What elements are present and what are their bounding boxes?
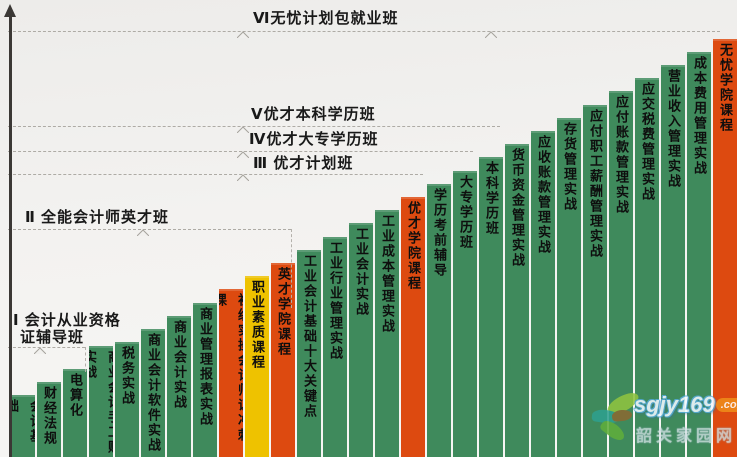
zigzag-break-icon bbox=[236, 120, 250, 134]
watermark-site-text: sgjy169.com bbox=[634, 392, 737, 418]
course-bar: 货币资金管理实战 bbox=[505, 144, 529, 457]
course-bar: 成本费用管理实战 bbox=[687, 52, 711, 457]
course-bar-label: 工业行业管理实战 bbox=[328, 241, 343, 361]
level-line bbox=[8, 151, 473, 152]
course-bar: 财经法规 bbox=[37, 382, 61, 457]
level-line-drop bbox=[291, 229, 292, 308]
course-bar-label: 学历考前辅导 bbox=[432, 188, 447, 278]
course-bar: 学历考前辅导 bbox=[427, 184, 451, 457]
bars: 会计基础财经法规电算化商业会计手工账实战税务实战商业会计软件实战商业会计实战商业… bbox=[11, 0, 737, 457]
course-bar-label: 存货管理实战 bbox=[562, 122, 577, 212]
course-bar-label: 商业会计手工账实战 bbox=[89, 350, 113, 455]
course-bar-label: 工业成本管理实战 bbox=[380, 214, 395, 334]
watermark-domain: sgjy169 bbox=[634, 392, 715, 417]
course-bar: 会计基础 bbox=[11, 395, 35, 457]
course-bar: 工业行业管理实战 bbox=[323, 237, 347, 457]
course-bar-label: 商业会计软件实战 bbox=[146, 333, 161, 453]
course-bar: 存货管理实战 bbox=[557, 118, 581, 457]
course-bar: 应收账款管理实战 bbox=[531, 131, 555, 457]
level-label: Ⅱ 全能会计师英才班 bbox=[25, 209, 170, 226]
course-bar-label: 应付账款管理实战 bbox=[614, 95, 629, 215]
course-bar-label: 英才学院课程 bbox=[276, 267, 291, 357]
course-bar-label: 电算化 bbox=[68, 373, 83, 418]
petal-icon bbox=[611, 409, 633, 422]
course-bar-label: 成本费用管理实战 bbox=[692, 56, 707, 176]
course-bar: 应付职工薪酬管理实战 bbox=[583, 105, 607, 457]
course-bar: 大专学历班 bbox=[453, 171, 477, 457]
course-bar-label: 工业会计基础十大关键点 bbox=[302, 254, 317, 419]
course-bar: 初级实操会计师证冲刺课 bbox=[219, 289, 243, 457]
level-line-drop bbox=[85, 347, 86, 372]
course-bar: 本科学历班 bbox=[479, 157, 503, 457]
course-bar: 工业会计实战 bbox=[349, 223, 373, 457]
zigzag-break-icon bbox=[33, 341, 47, 355]
course-bar: 英才学院课程 bbox=[271, 263, 295, 457]
course-bar-label: 营业收入管理实战 bbox=[666, 69, 681, 189]
course-bar: 商业管理报表实战 bbox=[193, 303, 217, 457]
course-bar-label: 本科学历班 bbox=[484, 161, 499, 236]
course-bar-label: 应付职工薪酬管理实战 bbox=[588, 109, 603, 259]
course-bar: 工业成本管理实战 bbox=[375, 210, 399, 457]
course-bar-label: 应收账款管理实战 bbox=[536, 135, 551, 255]
level-line bbox=[8, 347, 85, 348]
level-label: Ⅰ 会计从业资格 证辅导班 bbox=[13, 312, 121, 346]
course-bar-label: 优才学院课程 bbox=[406, 201, 421, 291]
course-bar-label: 税务实战 bbox=[120, 346, 135, 406]
course-bar: 无忧学院课程 bbox=[713, 39, 737, 457]
level-label: Ⅳ优才大专学历班 bbox=[249, 131, 379, 148]
course-bar-label: 应交税费管理实战 bbox=[640, 82, 655, 202]
course-bar-label: 大专学历班 bbox=[458, 175, 473, 250]
level-line bbox=[8, 31, 720, 32]
course-bar-label: 商业管理报表实战 bbox=[198, 307, 213, 427]
course-bar: 优才学院课程 bbox=[401, 197, 425, 457]
course-bar-label: 货币资金管理实战 bbox=[510, 148, 525, 268]
y-axis-arrow-icon bbox=[4, 4, 16, 17]
level-label: Ⅴ优才本科学历班 bbox=[251, 106, 376, 123]
course-bar-label: 财经法规 bbox=[42, 386, 57, 446]
course-bar: 电算化 bbox=[63, 369, 87, 457]
course-bar: 营业收入管理实战 bbox=[661, 65, 685, 457]
course-bar: 税务实战 bbox=[115, 342, 139, 457]
zigzag-break-icon bbox=[236, 25, 250, 39]
course-bar: 工业会计基础十大关键点 bbox=[297, 250, 321, 457]
course-bar-label: 工业会计实战 bbox=[354, 227, 369, 317]
zigzag-break-icon bbox=[236, 168, 250, 182]
y-axis bbox=[9, 16, 12, 457]
level-line bbox=[8, 174, 423, 175]
watermark-tld-badge: .com bbox=[715, 398, 737, 412]
course-bar-label: 职业素质课程 bbox=[250, 280, 265, 370]
level-line bbox=[8, 126, 500, 127]
course-bar: 商业会计实战 bbox=[167, 316, 191, 457]
level-label: Ⅲ 优才计划班 bbox=[253, 155, 354, 172]
level-line bbox=[8, 229, 291, 230]
course-bar-label: 无忧学院课程 bbox=[718, 43, 733, 133]
course-bar: 应交税费管理实战 bbox=[635, 78, 659, 457]
zigzag-break-icon bbox=[136, 223, 150, 237]
course-bar: 商业会计软件实战 bbox=[141, 329, 165, 457]
course-bar-label: 会计基础 bbox=[11, 399, 35, 444]
course-bar: 职业素质课程 bbox=[245, 276, 269, 457]
zigzag-break-icon bbox=[484, 25, 498, 39]
course-bar-label: 商业会计实战 bbox=[172, 320, 187, 410]
course-bar: 商业会计手工账实战 bbox=[89, 346, 113, 457]
watermark-site-name: 韶关家园网 bbox=[636, 428, 737, 445]
watermark: sgjy169.com 韶关家园网 bbox=[590, 388, 737, 455]
zigzag-break-icon bbox=[236, 145, 250, 159]
level-label: Ⅵ无忧计划包就业班 bbox=[253, 10, 399, 27]
course-bar-label: 初级实操会计师证冲刺课 bbox=[219, 293, 243, 443]
